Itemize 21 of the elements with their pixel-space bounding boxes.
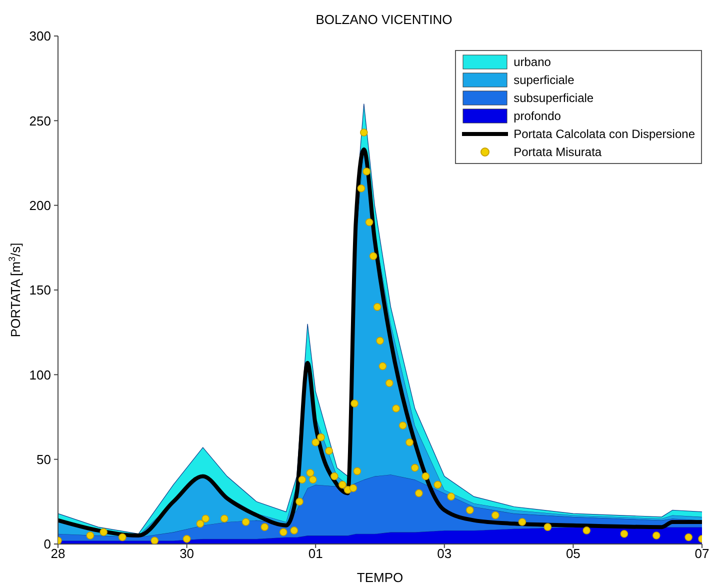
x-tick-label: 03 <box>437 546 452 562</box>
legend-label: superficiale <box>514 73 574 87</box>
y-tick-label: 0 <box>44 536 51 552</box>
y-tick-label: 100 <box>29 367 51 382</box>
x-tick-label: 07 <box>694 546 710 562</box>
x-axis-title: TEMPO <box>356 570 404 585</box>
legend-label: subsuperficiale <box>514 91 594 105</box>
legend-label: Portata Misurata <box>514 145 602 159</box>
y-tick-label: 200 <box>29 198 51 213</box>
x-tick-label: 01 <box>308 546 323 562</box>
x-tick-label: 30 <box>180 546 194 562</box>
y-tick-label: 250 <box>29 113 51 128</box>
legend-label: urbano <box>514 55 551 69</box>
x-tick-label: 05 <box>566 546 580 562</box>
legend-label: profondo <box>514 109 561 123</box>
y-tick-label: 50 <box>36 452 51 467</box>
x-tick-label: 28 <box>50 546 66 562</box>
y-tick-label: 300 <box>29 28 51 44</box>
y-tick-label: 150 <box>29 282 51 298</box>
chart-title: BOLZANO VICENTINO <box>316 12 452 27</box>
legend-label: Portata Calcolata con Dispersione <box>514 127 695 141</box>
